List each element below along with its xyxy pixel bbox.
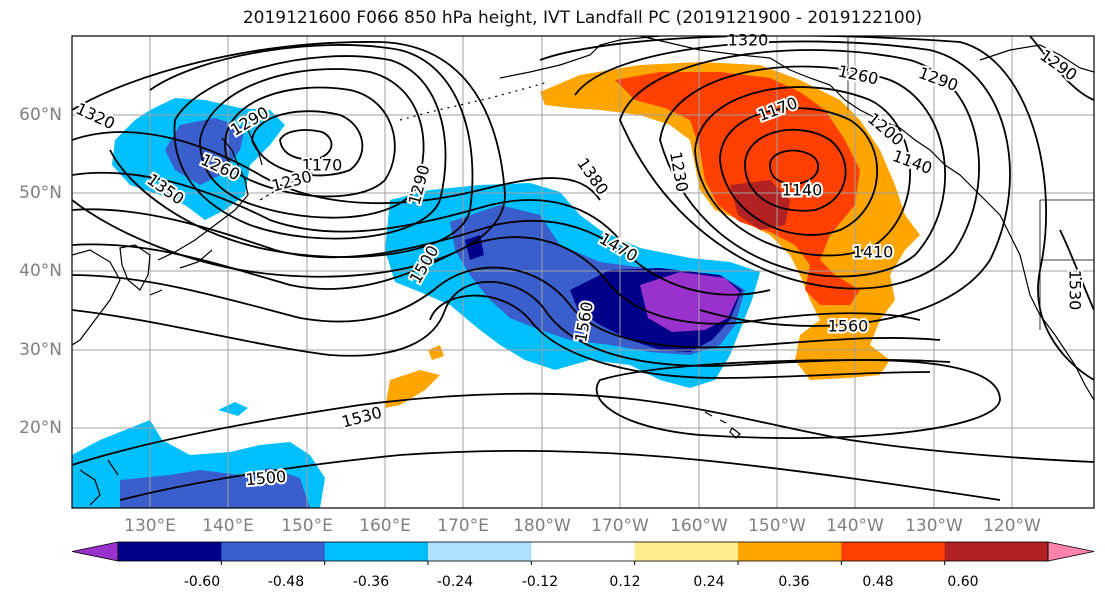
contour-line (199, 68, 425, 219)
lon-label: 180°W (513, 516, 571, 536)
contour-line (72, 236, 921, 325)
lon-label: 150°W (748, 516, 806, 536)
positive-pc-small-patch (385, 370, 440, 408)
colorbar-tick-label: -0.48 (268, 574, 304, 590)
contour-line (72, 131, 601, 205)
contour-line (574, 40, 1011, 327)
coastline-sakhalin (244, 119, 263, 166)
colorbar-segment (944, 542, 1049, 561)
map-frame (71, 35, 1095, 509)
colorbar-tick-label: 0.60 (947, 574, 978, 590)
colorbar-extend-min (71, 541, 119, 562)
coastline-asia (72, 249, 121, 346)
contour-line (224, 86, 396, 198)
negative-pc-region-japan-inner (165, 118, 245, 185)
contour-line (72, 208, 771, 296)
lon-label: 160°E (359, 516, 411, 536)
contour-label: 1170 (302, 156, 343, 175)
contour-line (251, 110, 364, 177)
lon-label: 140°E (202, 516, 254, 536)
contour-line (72, 266, 941, 349)
lon-label: 130°E (124, 516, 176, 536)
colorbar-segment (118, 542, 222, 561)
negative-pc-region-tropics-inner (120, 468, 310, 508)
coastline-alaska (499, 36, 1001, 216)
map-title: 2019121600 F066 850 hPa height, IVT Land… (242, 8, 923, 28)
lat-labels: 60°N 50°N 40°N 30°N 20°N (19, 105, 62, 438)
contour-line (173, 55, 447, 240)
coastlines (72, 36, 1094, 506)
colorbar-segment (634, 542, 739, 561)
colorbar-extend-max (1047, 541, 1095, 562)
lat-label: 50°N (19, 183, 62, 203)
lat-label: 20°N (19, 418, 62, 438)
lon-label: 150°E (281, 516, 333, 536)
contour-label: 1530 (1066, 270, 1085, 311)
contour-line (72, 41, 506, 278)
lat-label: 40°N (19, 261, 62, 281)
colorbar-tick-label: -0.60 (184, 574, 220, 590)
colorbar-segment (531, 542, 636, 561)
coastline-philippines (79, 459, 119, 506)
colorbar-tick-label: 0.12 (609, 574, 640, 590)
colorbar-tick-label: -0.36 (353, 574, 389, 590)
contour-line (279, 129, 333, 161)
positive-pc-small-patch-2 (428, 345, 444, 360)
lon-label: 170°E (437, 516, 489, 536)
colorbar-segment (221, 542, 326, 561)
lon-label: 160°W (670, 516, 728, 536)
contour-line (744, 128, 847, 212)
contour-label: 1500 (245, 467, 287, 489)
contour-line (769, 149, 820, 185)
colorbar (71, 541, 1095, 565)
colorbar-tick-label: -0.24 (437, 574, 473, 590)
contour-line (719, 107, 879, 236)
contour-line (72, 280, 951, 367)
colorbar-outline (117, 541, 1049, 562)
contour-label: 1140 (782, 181, 823, 200)
contour-line (1059, 229, 1094, 311)
lat-label: 30°N (19, 340, 62, 360)
colorbar-tick-labels: -0.60 -0.48 -0.36 -0.24 -0.12 0.12 0.24 … (184, 574, 979, 590)
coastline-japan (149, 137, 249, 296)
contour-label: 1320 (728, 31, 769, 50)
contour-line (595, 359, 1001, 439)
colorbar-segment (841, 542, 946, 561)
contour-line (72, 392, 1094, 466)
negative-pc-small-patch (465, 235, 484, 260)
colorbar-tick-label: 0.48 (862, 574, 893, 590)
contour-label: 1410 (853, 243, 894, 262)
contour-line (1029, 36, 1094, 101)
colorbar-tick-label: 0.36 (778, 574, 809, 590)
colorbar-segment (428, 542, 532, 561)
gridlines (72, 36, 1094, 508)
lon-label: 120°W (983, 516, 1041, 536)
colorbar-tick-label: 0.24 (693, 574, 724, 590)
contour-line (119, 449, 1001, 501)
coastline-hawaii (704, 411, 741, 439)
contour-line (429, 294, 931, 379)
contour-label: 1560 (828, 317, 869, 336)
lon-label: 130°W (905, 516, 963, 536)
contour-line (659, 65, 946, 278)
contour-line (72, 171, 621, 241)
contour-line (694, 86, 911, 257)
lon-labels: 130°E 140°E 150°E 160°E 170°E 180°W 170°… (124, 516, 1041, 536)
lat-label: 60°N (19, 105, 62, 125)
contour-line (539, 36, 1094, 381)
height-contours (72, 36, 1094, 501)
coastline-aleutians (399, 81, 549, 121)
coastline-kurils (259, 169, 321, 201)
lon-label: 170°W (591, 516, 649, 536)
lon-label: 140°W (826, 516, 884, 536)
contour-line (619, 49, 980, 290)
colorbar-tick-label: -0.12 (522, 574, 558, 590)
coastline-canada-north (979, 44, 1094, 73)
colorbar-segment (738, 542, 842, 561)
negative-pc-small-patch-2 (218, 402, 248, 416)
colorbar-segment (324, 542, 429, 561)
state-borders (847, 36, 1094, 330)
